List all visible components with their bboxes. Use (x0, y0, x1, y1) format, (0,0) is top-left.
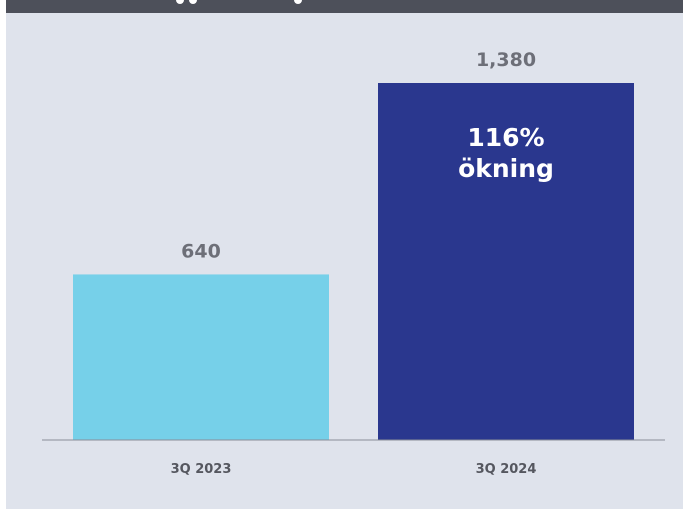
chart-card: 640 3Q 2023 1,380 3Q 2024 116% ökning (6, 0, 683, 509)
bar-3q-2024 (378, 83, 634, 440)
data-label: 640 (181, 240, 221, 262)
bar-3q-2023 (73, 274, 329, 440)
bars-layer (73, 83, 634, 440)
header-bar-mark (294, 0, 302, 4)
bar-chart: 640 3Q 2023 1,380 3Q 2024 116%ökning (42, 49, 665, 477)
increase-callout-line: 116% (467, 123, 544, 152)
header-bar-mark (176, 0, 184, 4)
increase-callout-line: ökning (458, 154, 554, 183)
data-label: 1,380 (476, 49, 536, 71)
chart-header-bar (6, 0, 683, 13)
x-tick-label: 3Q 2023 (171, 462, 232, 477)
x-tick-label: 3Q 2024 (476, 462, 537, 477)
labels-layer: 640 3Q 2023 1,380 3Q 2024 116%ökning (171, 49, 554, 477)
header-bar-mark (189, 0, 197, 4)
